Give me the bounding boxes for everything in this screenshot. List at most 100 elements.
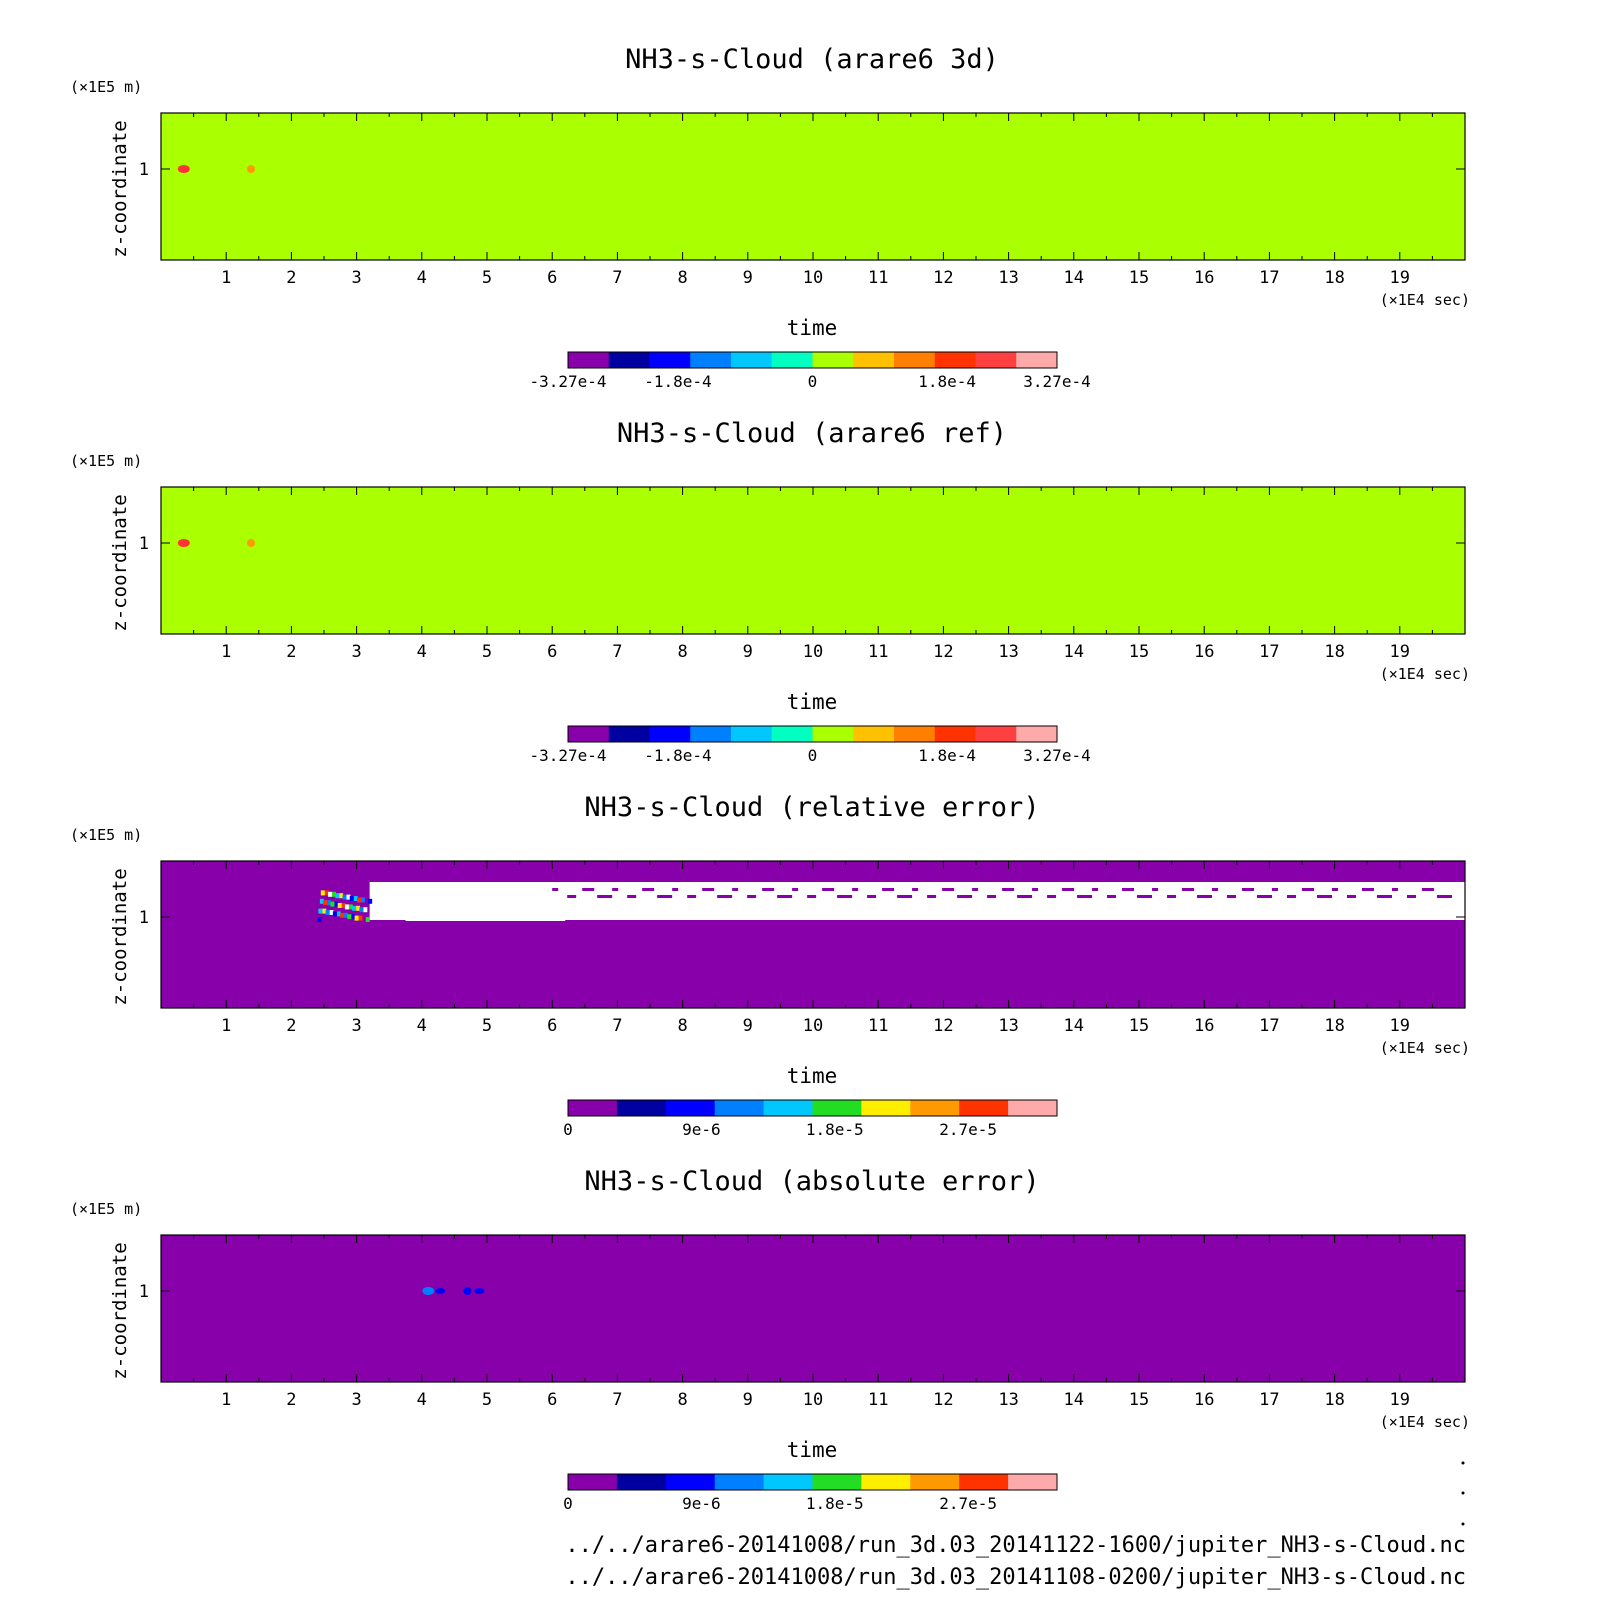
- feature-spot: [422, 1287, 435, 1295]
- chart-title: NH3-s-Cloud (absolute error): [584, 1166, 1039, 1197]
- x-tick-label: 3: [351, 1016, 361, 1036]
- band-speck: [687, 895, 697, 898]
- band-speck: [807, 895, 817, 898]
- band-speck: [1077, 895, 1093, 898]
- colorbar-swatch: [771, 352, 813, 368]
- dot-1: [1461, 1461, 1465, 1465]
- feature-spot: [177, 165, 190, 173]
- x-axis-label: time: [787, 1064, 838, 1088]
- y-axis-label: z-coordinate: [109, 120, 131, 257]
- colorbar-swatch: [812, 352, 854, 368]
- band-speck: [1346, 895, 1356, 898]
- x-tick-label: 1: [221, 642, 231, 662]
- feature-speck: [347, 914, 352, 920]
- band-speck: [1062, 888, 1075, 891]
- heatmap-field: [161, 487, 1465, 634]
- panel-absolute-error: NH3-s-Cloud (absolute error) (×1E5 m) z-co…: [70, 1166, 1470, 1513]
- x-tick-label: 2: [286, 642, 296, 662]
- x-tick-label: 12: [933, 1016, 953, 1036]
- colorbar-tick-label: 3.27e-4: [1023, 746, 1090, 765]
- x-tick-label: 14: [1064, 1390, 1084, 1410]
- colorbar-swatch: [812, 1100, 862, 1116]
- colorbar-swatch: [731, 352, 773, 368]
- chart-title: NH3-s-Cloud (arare6 3d): [625, 44, 999, 75]
- colorbar-swatch: [894, 726, 936, 742]
- page-dots: [1461, 1461, 1465, 1526]
- x-tick-label: 16: [1194, 1390, 1214, 1410]
- band-speck: [912, 888, 919, 891]
- feature-speck: [348, 904, 353, 910]
- band-speck: [1436, 895, 1452, 898]
- x-tick-label: 13: [998, 642, 1018, 662]
- colorbar-swatch: [861, 1100, 911, 1116]
- colorbar-swatch: [861, 1474, 911, 1490]
- feature-speck: [328, 891, 333, 897]
- feature-speck: [344, 904, 349, 910]
- x-axis-label: time: [787, 316, 838, 340]
- x-tick-label: 1: [221, 268, 231, 288]
- x-tick-label: 5: [482, 642, 492, 662]
- y-unit-label: (×1E5 m): [70, 78, 142, 96]
- colorbar-tick-label: 9e-6: [682, 1120, 721, 1139]
- x-tick-label: 10: [803, 268, 823, 288]
- band-speck: [627, 895, 637, 898]
- colorbar-tick-label: -1.8e-4: [644, 746, 711, 765]
- colorbar-swatch: [812, 1474, 862, 1490]
- file-path-2: ../../arare6-20141008/run_3d.03_20141108…: [565, 1565, 1466, 1590]
- band-speck: [1137, 895, 1153, 898]
- band-speck: [1316, 895, 1332, 898]
- colorbar-swatch: [665, 1474, 716, 1490]
- band-speck: [852, 888, 859, 891]
- x-tick-label: 8: [677, 1390, 687, 1410]
- colorbar-swatch: [894, 352, 936, 368]
- feature-speck: [322, 908, 327, 914]
- y-axis-label: z-coordinate: [109, 1242, 131, 1379]
- band-speck: [762, 888, 775, 891]
- colorbar-swatch: [975, 726, 1017, 742]
- colorbar-tick-label: 1.8e-5: [806, 1120, 864, 1139]
- feature-speck: [365, 917, 370, 922]
- band-speck: [927, 895, 937, 898]
- x-tick-label: 17: [1259, 268, 1279, 288]
- feature-speck: [359, 907, 364, 913]
- y-unit-label: (×1E5 m): [70, 826, 142, 844]
- x-axis-label: time: [787, 690, 838, 714]
- feature-speck: [342, 894, 347, 900]
- band-speck: [1287, 895, 1297, 898]
- feature-speck: [323, 900, 328, 906]
- colorbar-swatch: [763, 1100, 813, 1116]
- colorbar-swatch: [910, 1474, 960, 1490]
- x-tick-label: 18: [1324, 1016, 1344, 1036]
- band-speck: [792, 888, 799, 891]
- missing-value-fleck: [382, 907, 411, 919]
- x-tick-label: 9: [743, 642, 753, 662]
- feature-speck: [334, 901, 339, 907]
- x-tick-label: 19: [1390, 268, 1410, 288]
- x-tick-label: 6: [547, 642, 557, 662]
- x-tick-label: 19: [1390, 1390, 1410, 1410]
- x-tick-label: 17: [1259, 1016, 1279, 1036]
- band-speck: [552, 888, 559, 891]
- colorbar-tick-label: -3.27e-4: [529, 746, 606, 765]
- feature-spot: [435, 1288, 446, 1294]
- x-tick-label: 11: [868, 268, 888, 288]
- colorbar-swatch: [568, 1474, 618, 1490]
- band-speck: [597, 895, 613, 898]
- feature-speck: [320, 890, 325, 896]
- x-tick-label: 7: [612, 268, 622, 288]
- colorbar-swatch: [690, 352, 732, 368]
- x-unit-label: (×1E4 sec): [1380, 665, 1470, 683]
- band-speck: [747, 895, 757, 898]
- x-tick-label: 2: [286, 1016, 296, 1036]
- colorbar-tick-label: 1.8e-4: [918, 746, 976, 765]
- band-speck: [612, 888, 619, 891]
- feature-speck: [351, 914, 356, 920]
- colorbar-swatch: [959, 1100, 1009, 1116]
- band-speck: [1032, 888, 1039, 891]
- colorbar-tick-label: 0: [563, 1120, 573, 1139]
- x-tick-label: 18: [1324, 642, 1344, 662]
- feature-speck: [356, 905, 361, 911]
- colorbar-frame: [567, 1099, 1058, 1117]
- colorbar-swatch: [616, 1474, 667, 1490]
- band-speck: [657, 895, 673, 898]
